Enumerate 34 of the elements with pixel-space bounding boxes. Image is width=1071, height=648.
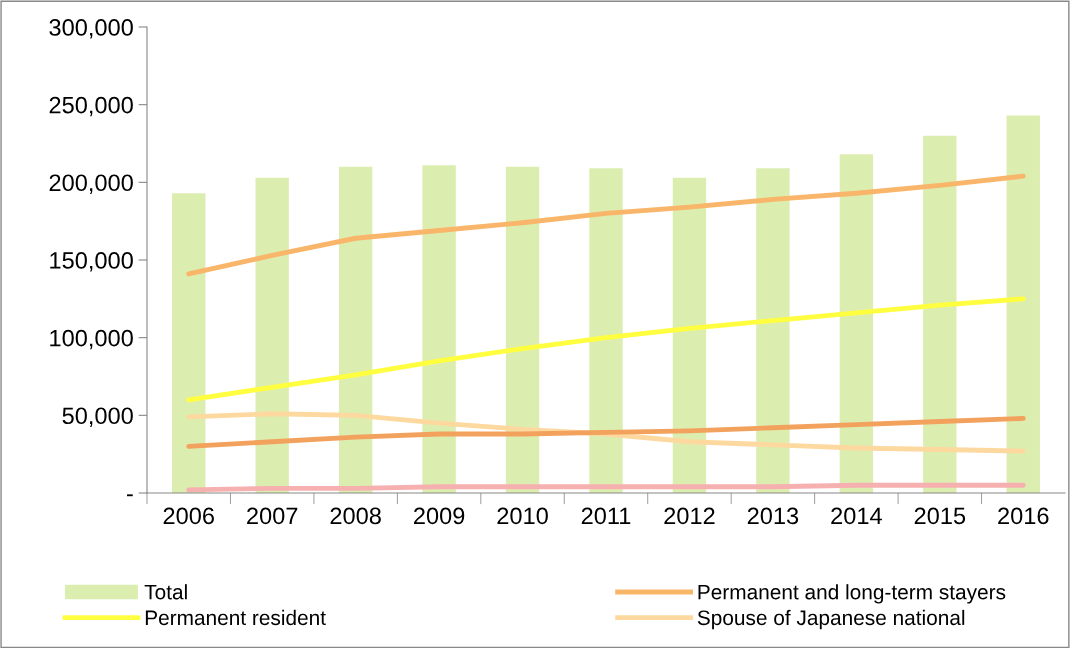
bar	[672, 177, 707, 493]
y-tick-label: -	[126, 494, 133, 497]
bar	[1006, 115, 1040, 493]
y-tick-label: 150,000	[50, 252, 133, 272]
x-tick-label: 2010	[497, 507, 548, 525]
x-tick-label: 2014	[831, 507, 882, 525]
x-tick-label: 2011	[581, 507, 631, 525]
bar	[756, 168, 790, 493]
bar	[422, 165, 456, 493]
legend-label: Total	[144, 584, 187, 600]
x-tick-label: 2007	[247, 507, 298, 525]
y-tick-label: 50,000	[62, 407, 133, 427]
bar	[589, 168, 623, 493]
x-tick-label: 2006	[163, 507, 214, 525]
bar	[255, 177, 289, 493]
y-tick-label: 200,000	[49, 174, 133, 194]
x-tick-label: 2013	[747, 507, 799, 525]
x-tick-label: 2016	[998, 507, 1049, 525]
legend-label: Spouse of Japanese national	[697, 609, 965, 630]
bar	[923, 135, 957, 493]
x-tick-label: 2009	[414, 507, 465, 525]
line-series	[186, 173, 1026, 277]
legend-label: Permanent resident	[145, 609, 326, 626]
x-tick-label: 2012	[664, 507, 715, 525]
bar	[505, 166, 540, 493]
bar	[839, 154, 874, 493]
y-tick-label: 300,000	[49, 19, 133, 39]
bar	[172, 193, 206, 493]
line-series	[186, 296, 1026, 403]
y-tick-label: 100,000	[50, 329, 133, 350]
legend-label: Permanent and long-term stayers	[698, 584, 1006, 604]
x-tick-label: 2008	[330, 507, 381, 525]
y-tick-label: 250,000	[49, 96, 133, 117]
x-tick-label: 2015	[914, 507, 966, 525]
